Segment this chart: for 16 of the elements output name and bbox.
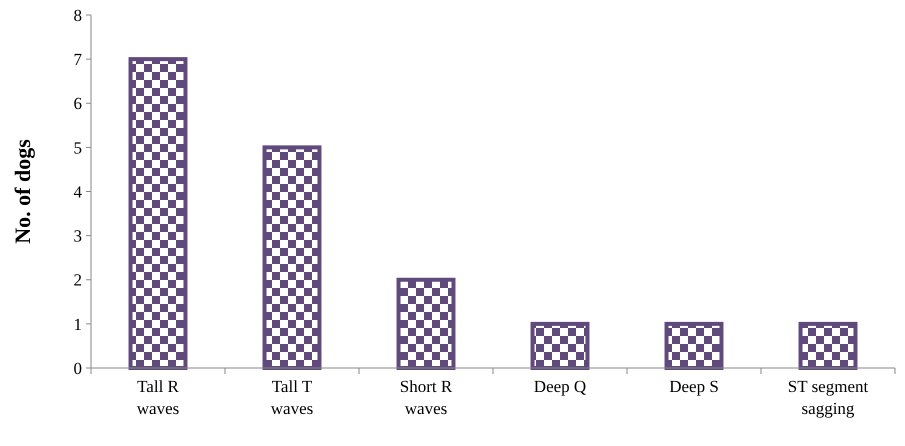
y-tick-label: 4: [74, 182, 82, 202]
y-tick-label: 5: [74, 138, 82, 158]
x-tick-label: Tall R waves: [136, 377, 180, 418]
x-tick-label: ST segment sagging: [788, 377, 868, 418]
x-tick-label: Short R waves: [400, 377, 453, 418]
y-tick-label: 3: [74, 226, 82, 246]
y-tick-label: 2: [74, 270, 82, 290]
x-tick-label: Deep S: [669, 377, 719, 396]
y-tick-label: 0: [74, 358, 82, 378]
y-tick-label: 1: [74, 314, 82, 334]
y-tick-label: 6: [74, 94, 82, 114]
y-axis-title: No. of dogs: [10, 138, 35, 244]
y-tick-label: 8: [74, 6, 82, 25]
x-tick-label: Tall T waves: [270, 377, 314, 418]
y-tick-label: 7: [74, 50, 82, 70]
x-tick-label: Deep Q: [534, 377, 586, 396]
